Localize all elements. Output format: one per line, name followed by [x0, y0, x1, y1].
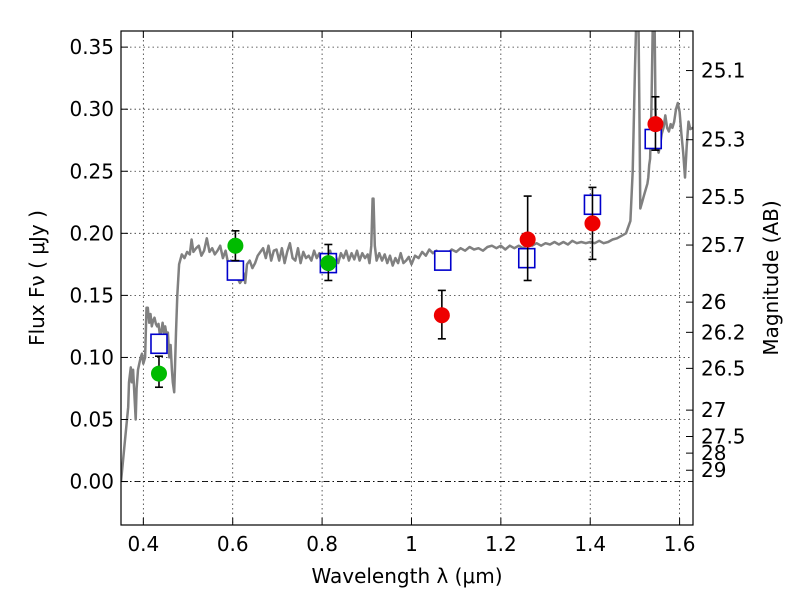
magnitude-tick-label: 26.5 — [701, 356, 746, 380]
model-photometry-box — [150, 333, 168, 355]
y-tick-label: 0.00 — [69, 470, 114, 494]
magnitude-tick-label: 29 — [701, 458, 726, 482]
green-point — [227, 237, 244, 254]
y-tick-label: 0.10 — [69, 345, 114, 369]
red-point — [584, 215, 601, 232]
magnitude-tick-label: 27 — [701, 398, 726, 422]
x-tick-label: 0.8 — [306, 532, 338, 556]
magnitude-axis-label: Magnitude (AB) — [759, 200, 783, 355]
model-photometry-box — [226, 260, 245, 281]
magnitude-tick-label: 25.3 — [701, 128, 746, 152]
magnitude-tick-label: 26.2 — [701, 320, 746, 344]
y-tick-label: 0.15 — [69, 283, 114, 307]
y-tick-label: 0.30 — [69, 97, 114, 121]
magnitude-tick-label: 28 — [701, 441, 726, 465]
x-tick-label: 1.2 — [485, 532, 517, 556]
plot-area — [121, 31, 693, 525]
magnitude-tick-label: 26 — [701, 290, 726, 314]
magnitude-tick-label: 25.7 — [701, 233, 746, 257]
x-tick-label: 1.6 — [664, 532, 696, 556]
model-line — [121, 31, 693, 482]
red-point — [647, 116, 664, 133]
model-photometry-box — [517, 247, 536, 269]
magnitude-tick-label: 27.5 — [701, 424, 746, 448]
red-point — [433, 307, 450, 324]
red-point — [519, 231, 536, 248]
magnitude-tick-label: 25.5 — [701, 185, 746, 209]
y-tick-label: 0.05 — [69, 407, 114, 431]
x-tick-label: 1 — [405, 532, 418, 556]
model-photometry-box — [433, 250, 452, 271]
y-tick-label: 0.25 — [69, 159, 114, 183]
x-tick-label: 0.6 — [217, 532, 249, 556]
y-tick-label: 0.20 — [69, 221, 114, 245]
y-axis-label: Flux Fν ( μJy ) — [25, 210, 49, 346]
x-axis: 0.4 0.6 0.8 1 1.2 1.4 1.6 — [127, 31, 696, 556]
y-tick-label: 0.35 — [69, 35, 114, 59]
magnitude-tick-label: 25.1 — [701, 59, 746, 83]
observed-points — [150, 116, 664, 382]
x-axis-label: Wavelength λ (μm) — [311, 564, 502, 588]
model-photometry-box — [644, 128, 663, 150]
y-axis: 0.00 0.05 0.10 0.15 0.20 0.25 0.30 0.35 — [69, 35, 128, 494]
x-tick-label: 1.4 — [574, 532, 606, 556]
x-tick-label: 0.4 — [127, 532, 159, 556]
green-point — [150, 365, 167, 382]
green-point — [320, 255, 337, 272]
plot-frame — [120, 30, 694, 526]
model-spectrum — [121, 31, 693, 482]
